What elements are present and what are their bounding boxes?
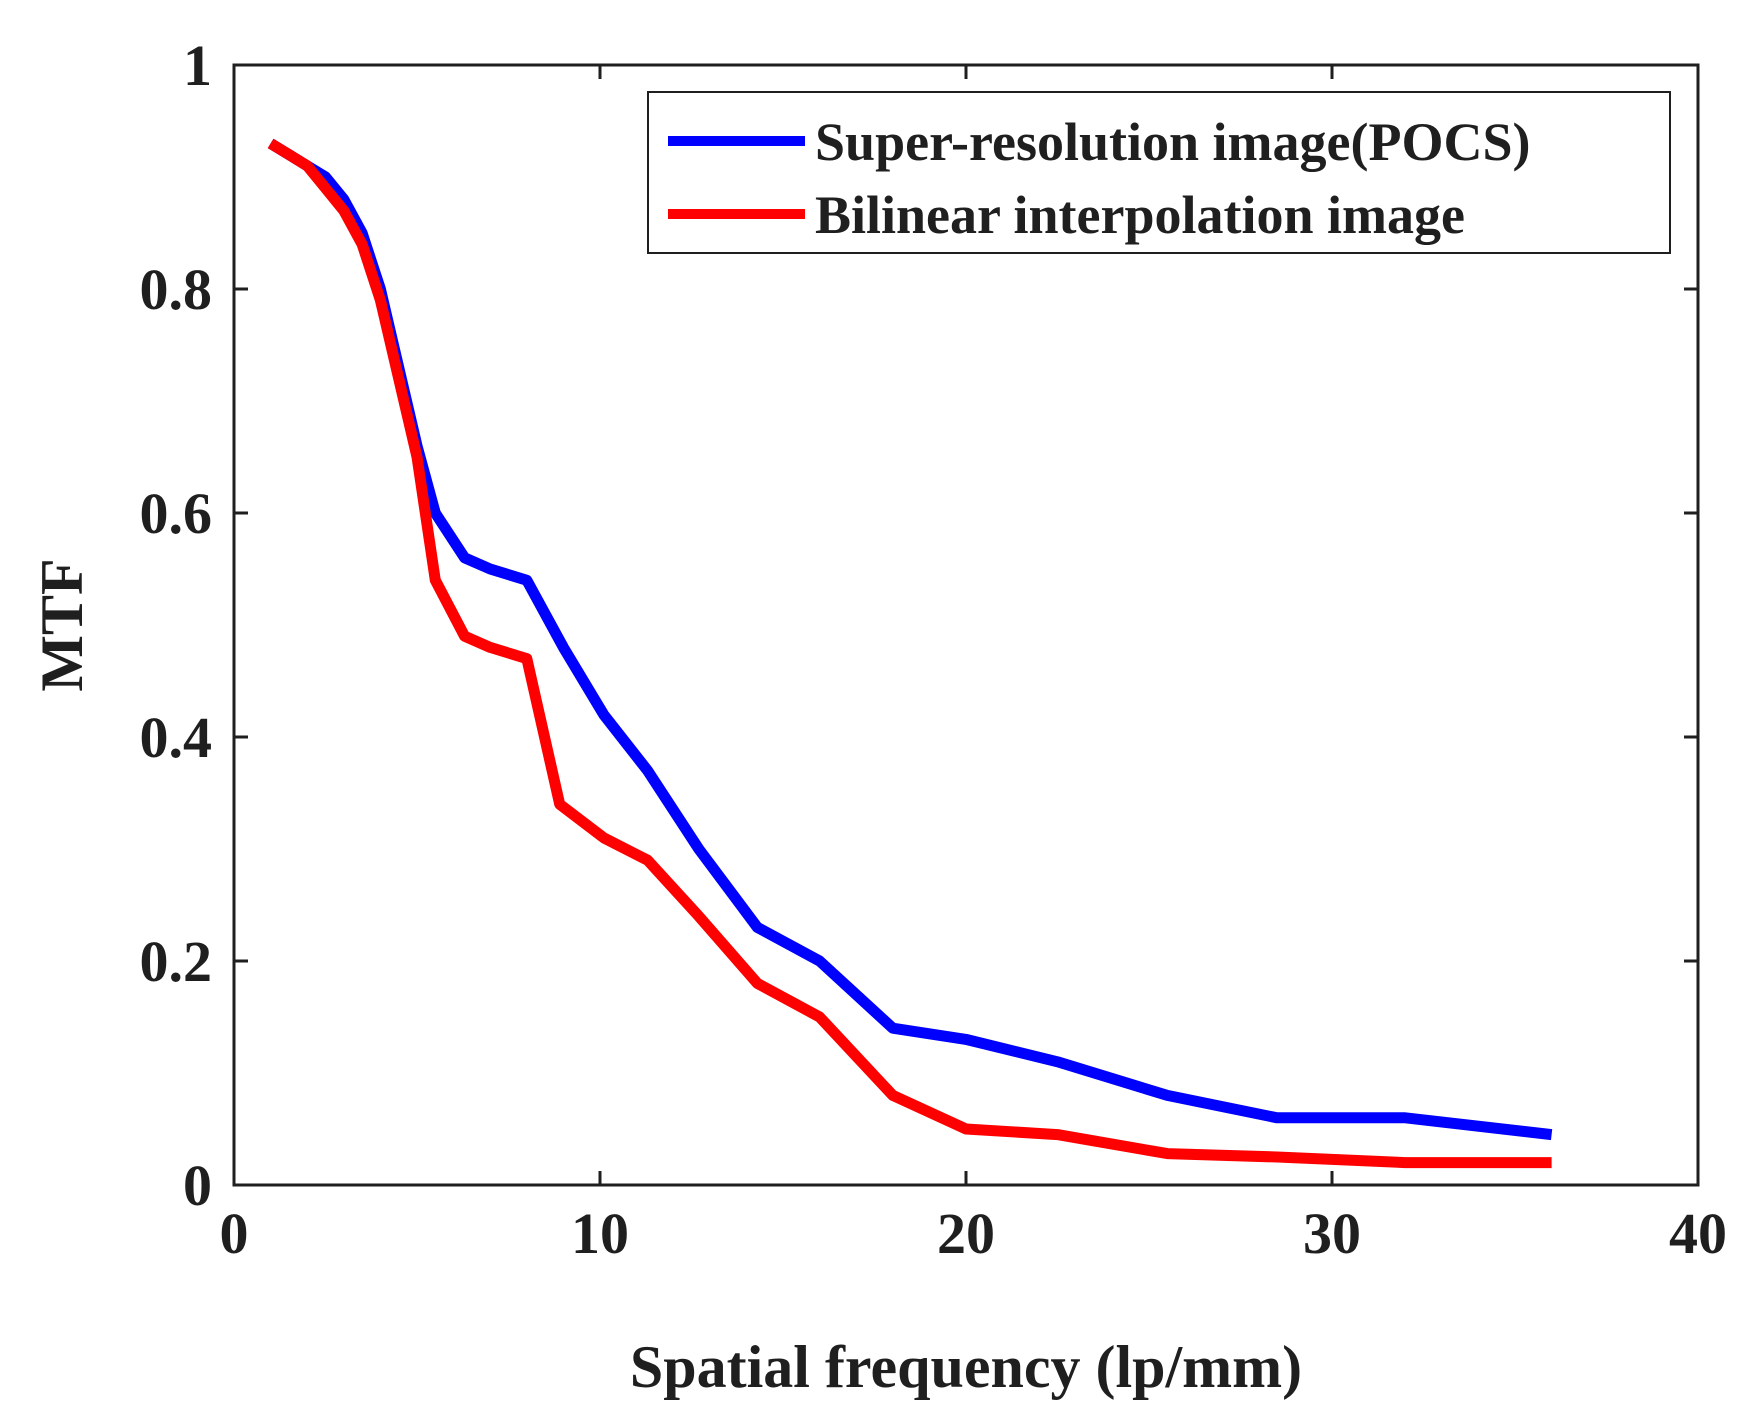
x-tick-label: 40 bbox=[1669, 1201, 1727, 1266]
series-line-bilinear bbox=[267, 138, 1552, 1169]
series-layer bbox=[267, 138, 1553, 1169]
legend-label-bilinear: Bilinear interpolation image bbox=[815, 185, 1465, 245]
y-axis-title: MTF bbox=[29, 558, 95, 691]
plot-frame bbox=[232, 63, 1700, 1187]
y-tick-label: 0 bbox=[183, 1153, 212, 1218]
x-tick-label: 0 bbox=[220, 1201, 249, 1266]
x-axis-title: Spatial frequency (lp/mm) bbox=[630, 1334, 1302, 1400]
tick-labels-layer: 0 10 20 30 40 0 0.2 0.4 0.6 0.8 1 bbox=[140, 33, 1728, 1266]
legend-box bbox=[647, 91, 1671, 254]
series-line-super-resolution bbox=[267, 138, 1553, 1141]
legend-label-super-resolution: Super-resolution image(POCS) bbox=[815, 112, 1530, 172]
y-tick-label: 0.4 bbox=[140, 705, 213, 770]
y-tick-label: 1 bbox=[183, 33, 212, 98]
x-tick-label: 30 bbox=[1303, 1201, 1361, 1266]
y-tick-label: 0.2 bbox=[140, 929, 213, 994]
y-tick-label: 0.6 bbox=[140, 481, 213, 546]
legend: Super-resolution image(POCS) Bilinear in… bbox=[647, 91, 1671, 254]
x-tick-label: 10 bbox=[571, 1201, 629, 1266]
x-tick-label: 20 bbox=[937, 1201, 995, 1266]
y-tick-label: 0.8 bbox=[140, 257, 213, 322]
